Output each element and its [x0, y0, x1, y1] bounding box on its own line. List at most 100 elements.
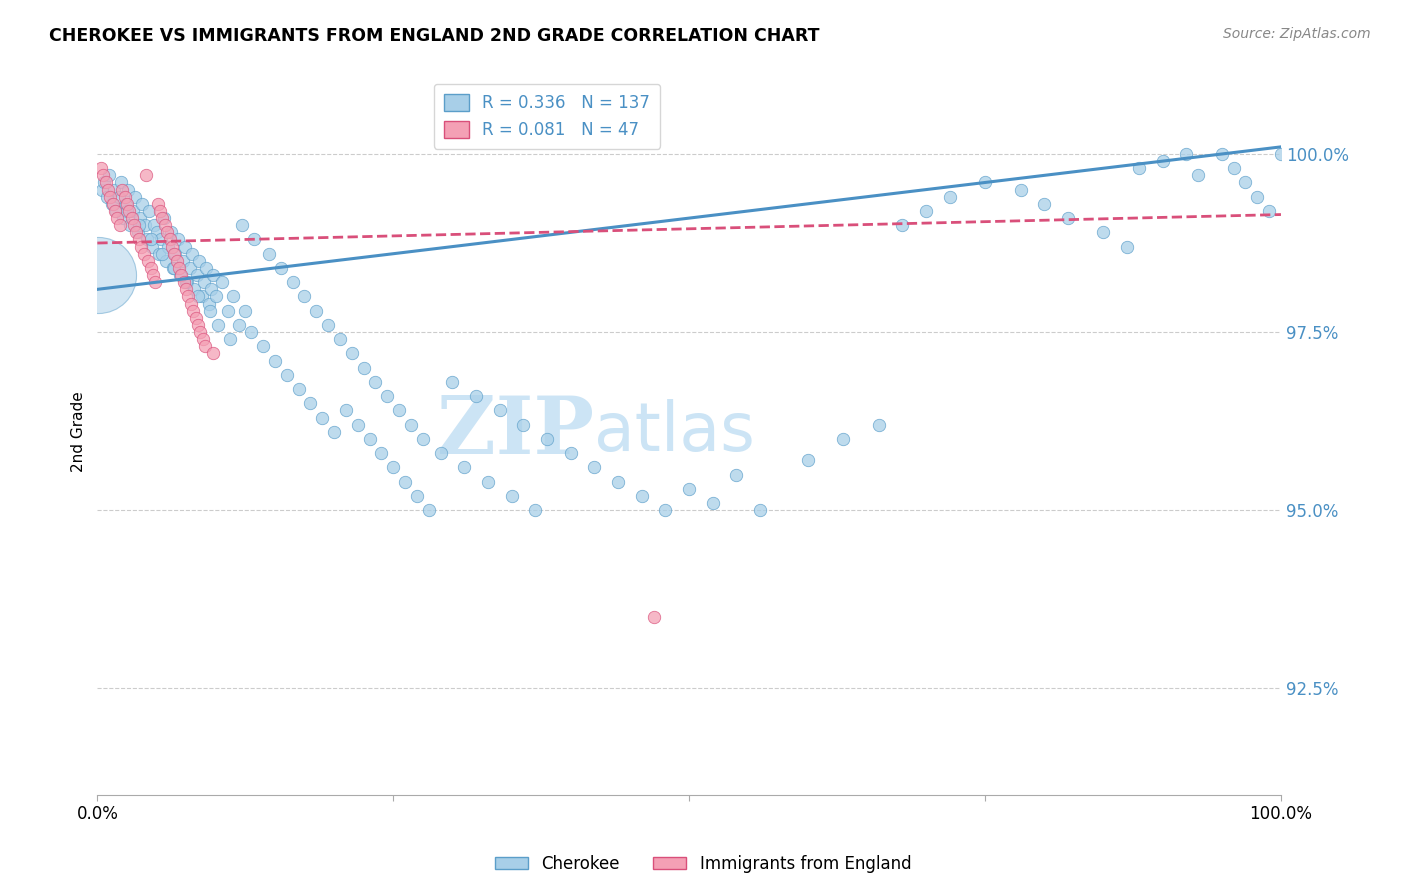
Point: [131, 197, 153, 211]
Point: [204, 289, 226, 303]
Point: [217, 303, 239, 318]
Point: [115, 197, 138, 211]
Point: [157, 239, 180, 253]
Point: [149, 204, 172, 219]
Point: [91, 183, 114, 197]
Point: [120, 218, 142, 232]
Point: [114, 197, 136, 211]
Point: [1270, 147, 1292, 161]
Point: [142, 268, 165, 282]
Point: [364, 375, 387, 389]
Point: [181, 246, 204, 260]
Point: [560, 446, 582, 460]
Point: [163, 260, 186, 275]
Point: [197, 296, 219, 310]
Point: [477, 475, 499, 489]
Point: [188, 325, 211, 339]
Point: [465, 389, 488, 403]
Point: [143, 275, 166, 289]
Point: [200, 282, 222, 296]
Point: [124, 190, 146, 204]
Point: [1234, 176, 1257, 190]
Point: [501, 489, 523, 503]
Point: [129, 239, 152, 253]
Point: [305, 303, 328, 318]
Point: [104, 204, 127, 219]
Point: [129, 211, 152, 226]
Point: [128, 218, 150, 232]
Point: [97, 183, 120, 197]
Point: [1010, 183, 1032, 197]
Point: [233, 303, 256, 318]
Point: [219, 332, 242, 346]
Point: [1092, 225, 1115, 239]
Point: [128, 232, 150, 246]
Point: [166, 253, 188, 268]
Point: [187, 318, 209, 332]
Point: [159, 232, 181, 246]
Point: [329, 332, 352, 346]
Point: [749, 503, 772, 517]
Point: [725, 467, 748, 482]
Point: [93, 176, 115, 190]
Point: [222, 289, 245, 303]
Point: [188, 253, 211, 268]
Legend: R = 0.336   N = 137, R = 0.081   N = 47: R = 0.336 N = 137, R = 0.081 N = 47: [434, 84, 661, 149]
Point: [1246, 190, 1268, 204]
Point: [195, 260, 218, 275]
Point: [276, 368, 298, 382]
Point: [264, 353, 287, 368]
Point: [406, 489, 429, 503]
Point: [162, 260, 184, 275]
Point: [170, 268, 193, 282]
Point: [118, 204, 141, 219]
Text: atlas: atlas: [595, 399, 755, 465]
Point: [1258, 204, 1281, 219]
Point: [138, 204, 160, 219]
Point: [316, 318, 339, 332]
Point: [702, 496, 724, 510]
Point: [96, 190, 118, 204]
Point: [353, 360, 375, 375]
Point: [98, 169, 121, 183]
Point: [441, 375, 464, 389]
Text: CHEROKEE VS IMMIGRANTS FROM ENGLAND 2ND GRADE CORRELATION CHART: CHEROKEE VS IMMIGRANTS FROM ENGLAND 2ND …: [49, 27, 820, 45]
Point: [583, 460, 606, 475]
Point: [607, 475, 630, 489]
Point: [112, 211, 135, 226]
Point: [359, 432, 381, 446]
Point: [163, 246, 186, 260]
Point: [294, 289, 316, 303]
Point: [323, 425, 346, 439]
Point: [198, 303, 221, 318]
Point: [512, 417, 534, 432]
Point: [148, 246, 170, 260]
Point: [1128, 161, 1150, 176]
Point: [98, 190, 121, 204]
Point: [91, 169, 114, 183]
Point: [122, 218, 145, 232]
Point: [160, 239, 183, 253]
Point: [184, 310, 207, 325]
Point: [101, 197, 124, 211]
Point: [207, 318, 229, 332]
Point: [299, 396, 322, 410]
Point: [159, 225, 181, 239]
Point: [242, 232, 264, 246]
Point: [187, 289, 209, 303]
Point: [114, 190, 136, 204]
Point: [174, 282, 197, 296]
Point: [172, 253, 194, 268]
Point: [145, 225, 167, 239]
Point: [153, 218, 176, 232]
Point: [335, 403, 357, 417]
Point: [180, 296, 202, 310]
Point: [100, 197, 122, 211]
Point: [136, 232, 159, 246]
Point: [152, 211, 174, 226]
Point: [174, 275, 197, 289]
Point: [429, 446, 451, 460]
Point: [194, 339, 217, 353]
Point: [132, 246, 155, 260]
Point: [152, 211, 174, 226]
